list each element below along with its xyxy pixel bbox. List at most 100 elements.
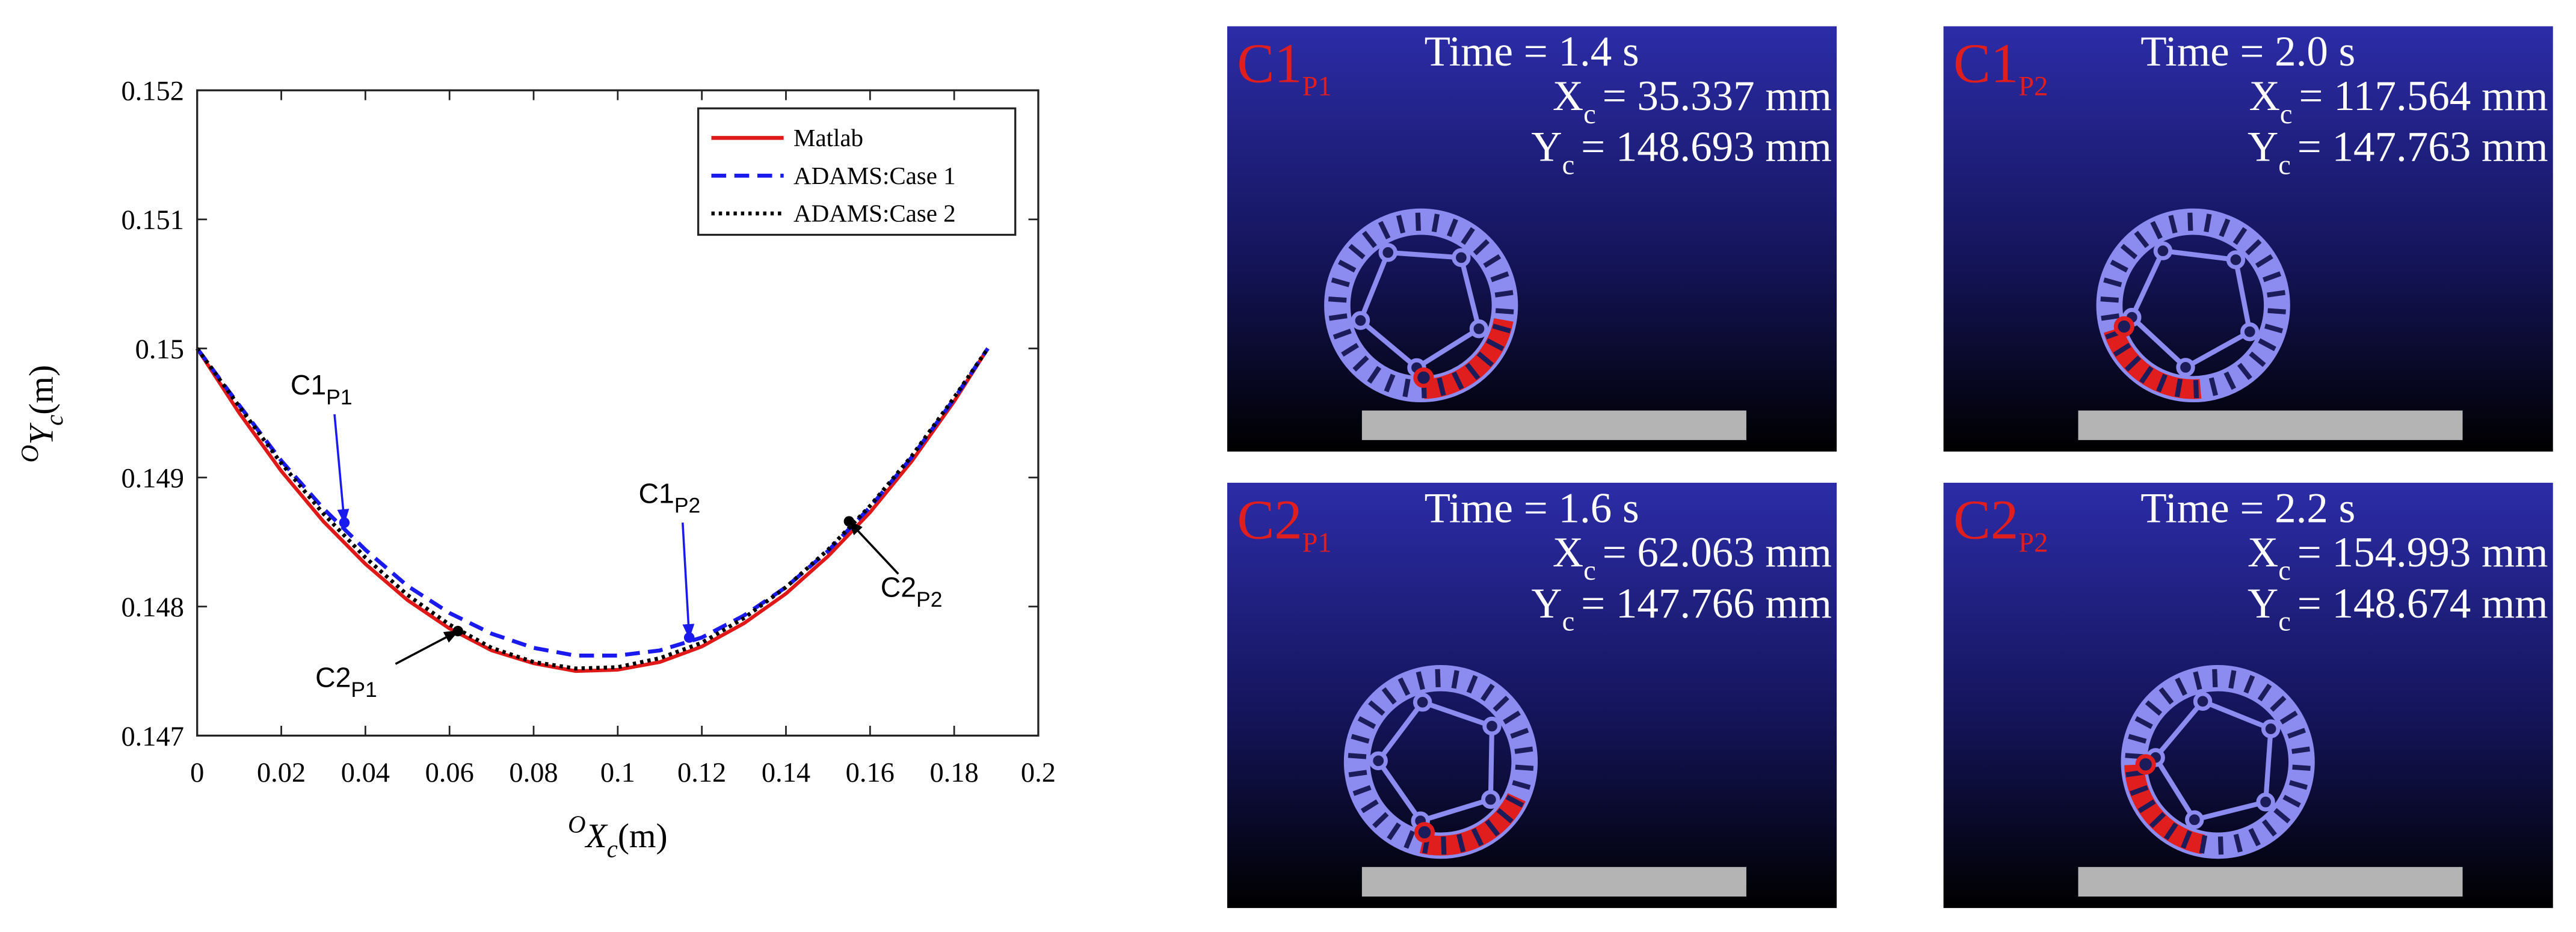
wheel-slot bbox=[1348, 244, 1366, 260]
wheel-slot bbox=[1416, 671, 1425, 690]
panel-xc: Xc = 117.564 mm bbox=[2249, 73, 2548, 130]
wheel-joint bbox=[2261, 719, 2281, 738]
wheel-slot bbox=[1333, 328, 1352, 340]
wheel-slot bbox=[2149, 812, 2166, 829]
wheel-slot bbox=[2103, 277, 2122, 287]
wheel-slot bbox=[2217, 836, 2224, 855]
y-value: = 148.693 mm bbox=[1581, 124, 1832, 171]
xlabel-sub: c bbox=[607, 835, 618, 862]
wheel-slot bbox=[2134, 230, 2149, 248]
wheel-slot bbox=[1415, 212, 1421, 231]
wheel-slot bbox=[2181, 830, 2192, 849]
wheel-slot bbox=[1512, 780, 1531, 790]
wheel-slot bbox=[2168, 215, 2178, 234]
wheel-slot bbox=[1466, 675, 1478, 694]
panel-label: C2P2 bbox=[1953, 489, 2048, 559]
ylabel: OYc(m) bbox=[16, 365, 68, 462]
wheel-slot bbox=[1328, 313, 1348, 321]
wheel-slot bbox=[2282, 794, 2301, 808]
wheel-frame bbox=[2128, 248, 2253, 370]
wheel-joint bbox=[2193, 691, 2213, 711]
wheel-joint bbox=[1378, 243, 1397, 262]
wheel-joint bbox=[1452, 248, 1471, 268]
xlabel-unit: (m) bbox=[618, 817, 668, 855]
panel-xc: Xc = 154.993 mm bbox=[2248, 529, 2548, 586]
wheel-slot bbox=[2237, 363, 2252, 381]
wheel-slot bbox=[1446, 218, 1458, 238]
ground bbox=[1361, 866, 1746, 897]
wheel-frame bbox=[1357, 250, 1482, 371]
wheel-slot bbox=[2219, 218, 2231, 238]
x-tick-label: 0.12 bbox=[677, 758, 726, 788]
wheel-joint bbox=[1482, 716, 1502, 736]
x-tick-label: 0.16 bbox=[846, 758, 895, 788]
x-tick-label: 0.14 bbox=[762, 758, 810, 788]
wheel-slot bbox=[2139, 366, 2154, 384]
wheel-slot bbox=[1496, 808, 1514, 824]
wheel-slot bbox=[2100, 296, 2119, 303]
ground bbox=[2078, 866, 2463, 897]
wheel-slot bbox=[2291, 746, 2310, 754]
wheel-slot bbox=[1483, 254, 1502, 268]
annotation-arrow bbox=[395, 630, 460, 665]
wheel-slot bbox=[2156, 373, 2168, 393]
y-value: = 148.674 mm bbox=[2297, 580, 2548, 627]
wheel-slot bbox=[1465, 363, 1481, 381]
wheel-slot bbox=[1510, 728, 1529, 739]
wheel-slot bbox=[1490, 271, 1509, 283]
wheel-frame bbox=[1375, 699, 1495, 824]
wheel-joint bbox=[1413, 693, 1432, 712]
wheel-joint bbox=[2185, 810, 2204, 830]
wheel-slot bbox=[2208, 377, 2218, 396]
x-value: = 117.564 mm bbox=[2299, 73, 2548, 120]
wheel-slot bbox=[2145, 700, 2163, 716]
wheel-slot bbox=[1471, 827, 1484, 847]
wheel-slot bbox=[1481, 683, 1495, 702]
annotation-label: C2P1 bbox=[315, 661, 377, 701]
panel-time: Time = 1.4 s bbox=[1425, 28, 1639, 75]
x-value: = 35.337 mm bbox=[1603, 73, 1832, 120]
y-sub: c bbox=[2278, 150, 2291, 180]
annotation-point bbox=[339, 517, 350, 528]
wheel-slot bbox=[2258, 338, 2276, 351]
x-sub: c bbox=[1583, 99, 1596, 130]
wheel-slot bbox=[1461, 227, 1475, 245]
wheel-slot bbox=[2232, 227, 2248, 245]
panel-yc: Yc = 148.693 mm bbox=[1531, 124, 1832, 181]
panel-label: C1P1 bbox=[1237, 33, 1331, 102]
annotation-point bbox=[452, 625, 463, 637]
wheel-slot bbox=[2120, 244, 2138, 260]
x-sub: c bbox=[2280, 99, 2293, 130]
annotation-sub: P1 bbox=[326, 385, 352, 409]
wheel bbox=[1343, 664, 1538, 859]
annotation-label: C1P1 bbox=[291, 369, 353, 409]
wheel-slot bbox=[1331, 277, 1350, 287]
wheel-slot bbox=[1387, 822, 1401, 841]
ylabel-main: Y bbox=[22, 423, 60, 445]
wheel-slot bbox=[1328, 296, 1347, 303]
wheel-slot bbox=[2279, 710, 2298, 725]
wheel-slot bbox=[1485, 338, 1505, 351]
x-tick-label: 0.08 bbox=[509, 758, 558, 788]
wheel-slot bbox=[1493, 695, 1509, 712]
wheel-slot bbox=[2263, 271, 2282, 283]
ground bbox=[2078, 410, 2463, 440]
wheel-slot bbox=[2137, 799, 2156, 814]
wheel-slot bbox=[1451, 371, 1464, 390]
wheel-slot bbox=[2124, 355, 2142, 372]
wheel-slot bbox=[2261, 819, 2277, 837]
annotation-label: C2P2 bbox=[881, 572, 943, 612]
xlabel-sup: O bbox=[568, 811, 586, 838]
wheel-slot bbox=[2264, 323, 2284, 334]
wheel-slot bbox=[2150, 221, 2163, 240]
wheel-slot bbox=[1360, 799, 1379, 814]
x-value: = 62.063 mm bbox=[1603, 529, 1832, 576]
annotation-arrow bbox=[681, 523, 695, 639]
wheel-slot bbox=[1368, 700, 1385, 716]
wheel-slot bbox=[2223, 371, 2236, 390]
wheel-slot bbox=[1503, 710, 1521, 725]
